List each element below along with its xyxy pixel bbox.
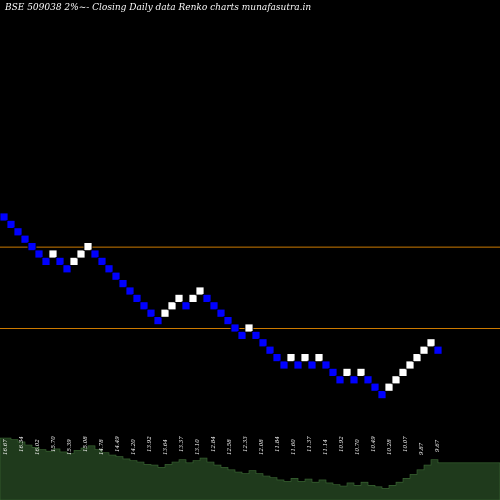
- price-label: 14.20: [131, 439, 137, 455]
- renko-brick-up: [300, 353, 310, 363]
- price-label: 13.37: [179, 436, 185, 452]
- price-label: 12.84: [211, 436, 217, 452]
- renko-brick-up: [195, 286, 205, 296]
- brick-series: [0, 212, 443, 400]
- renko-brick-down: [34, 249, 44, 259]
- price-label: 10.49: [371, 436, 377, 452]
- renko-brick-up: [342, 367, 352, 377]
- renko-brick-down: [139, 301, 149, 311]
- renko-brick-down: [62, 264, 72, 274]
- renko-brick-down: [118, 279, 128, 289]
- renko-brick-down: [307, 360, 317, 370]
- renko-brick-down: [216, 308, 226, 318]
- price-label: 13.92: [147, 436, 153, 452]
- renko-brick-up: [188, 293, 198, 303]
- price-label: 11.37: [307, 436, 313, 452]
- renko-brick-down: [209, 301, 219, 311]
- price-label: 9.87: [419, 442, 425, 455]
- price-label: 13.64: [163, 439, 169, 455]
- renko-brick-up: [167, 301, 177, 311]
- renko-brick-up: [76, 249, 86, 259]
- renko-brick-down: [153, 316, 163, 326]
- price-label: 11.14: [323, 439, 329, 455]
- renko-brick-up: [83, 242, 93, 252]
- price-label: 14.78: [99, 439, 105, 455]
- renko-brick-down: [258, 338, 268, 348]
- renko-brick-down: [146, 308, 156, 318]
- price-label: 10.07: [403, 436, 409, 452]
- renko-brick-down: [293, 360, 303, 370]
- price-label: 12.08: [259, 439, 265, 455]
- renko-brick-down: [230, 323, 240, 333]
- price-label: 12.33: [243, 436, 249, 452]
- renko-brick-up: [286, 353, 296, 363]
- price-labels: 16.67 16.34 16.02 15.70 15.39 15.08 14.78 14.49…: [3, 436, 441, 455]
- volume-area: [0, 437, 500, 500]
- price-label: 13.10: [195, 439, 201, 455]
- renko-brick-down: [41, 256, 51, 266]
- renko-brick-down: [27, 242, 37, 252]
- renko-brick-up: [174, 293, 184, 303]
- renko-brick-down: [90, 249, 100, 259]
- renko-brick-down: [251, 330, 261, 340]
- renko-brick-down: [97, 256, 107, 266]
- price-label: 10.92: [339, 436, 345, 452]
- renko-brick-down: [202, 293, 212, 303]
- renko-brick-down: [181, 301, 191, 311]
- price-label: 16.67: [3, 439, 9, 455]
- renko-brick-up: [356, 367, 366, 377]
- renko-brick-up: [398, 367, 408, 377]
- renko-brick-up: [244, 323, 254, 333]
- renko-brick-down: [13, 227, 23, 237]
- price-label: 10.70: [355, 439, 361, 455]
- renko-brick-down: [111, 271, 121, 281]
- renko-brick-down: [104, 264, 114, 274]
- price-label: 9.67: [435, 439, 441, 452]
- renko-brick-down: [328, 367, 338, 377]
- renko-brick-down: [132, 293, 142, 303]
- price-label: 11.60: [291, 439, 297, 455]
- price-label: 10.28: [387, 439, 393, 455]
- renko-brick-up: [48, 249, 58, 259]
- renko-brick-down: [223, 316, 233, 326]
- renko-brick-up: [69, 256, 79, 266]
- renko-brick-up: [160, 308, 170, 318]
- renko-brick-down: [433, 345, 443, 355]
- price-label: 14.49: [115, 436, 121, 452]
- renko-brick-down: [55, 256, 65, 266]
- renko-brick-up: [426, 338, 436, 348]
- renko-brick-down: [125, 286, 135, 296]
- renko-brick-down: [279, 360, 289, 370]
- price-label: 11.84: [275, 436, 281, 452]
- renko-brick-down: [335, 375, 345, 385]
- renko-brick-up: [314, 353, 324, 363]
- volume-fill: [0, 437, 500, 500]
- renko-brick-down: [349, 375, 359, 385]
- price-label: 15.70: [51, 436, 57, 452]
- chart-title: BSE 509038 2%~- Closing Daily data Renko…: [5, 3, 312, 13]
- renko-brick-up: [384, 382, 394, 392]
- renko-brick-down: [0, 212, 9, 222]
- price-label: 15.08: [83, 436, 89, 452]
- renko-brick-down: [6, 219, 16, 229]
- renko-brick-up: [391, 375, 401, 385]
- price-label: 12.58: [227, 439, 233, 455]
- renko-brick-up: [419, 345, 429, 355]
- renko-brick-down: [377, 390, 387, 400]
- renko-brick-down: [272, 353, 282, 363]
- renko-brick-down: [265, 345, 275, 355]
- renko-brick-down: [20, 234, 30, 244]
- price-label: 15.39: [67, 439, 73, 455]
- renko-brick-down: [237, 330, 247, 340]
- price-label: 16.34: [19, 436, 25, 452]
- renko-brick-down: [363, 375, 373, 385]
- renko-brick-down: [321, 360, 331, 370]
- renko-brick-down: [370, 382, 380, 392]
- price-label: 16.02: [35, 439, 41, 455]
- renko-brick-up: [412, 353, 422, 363]
- renko-brick-up: [405, 360, 415, 370]
